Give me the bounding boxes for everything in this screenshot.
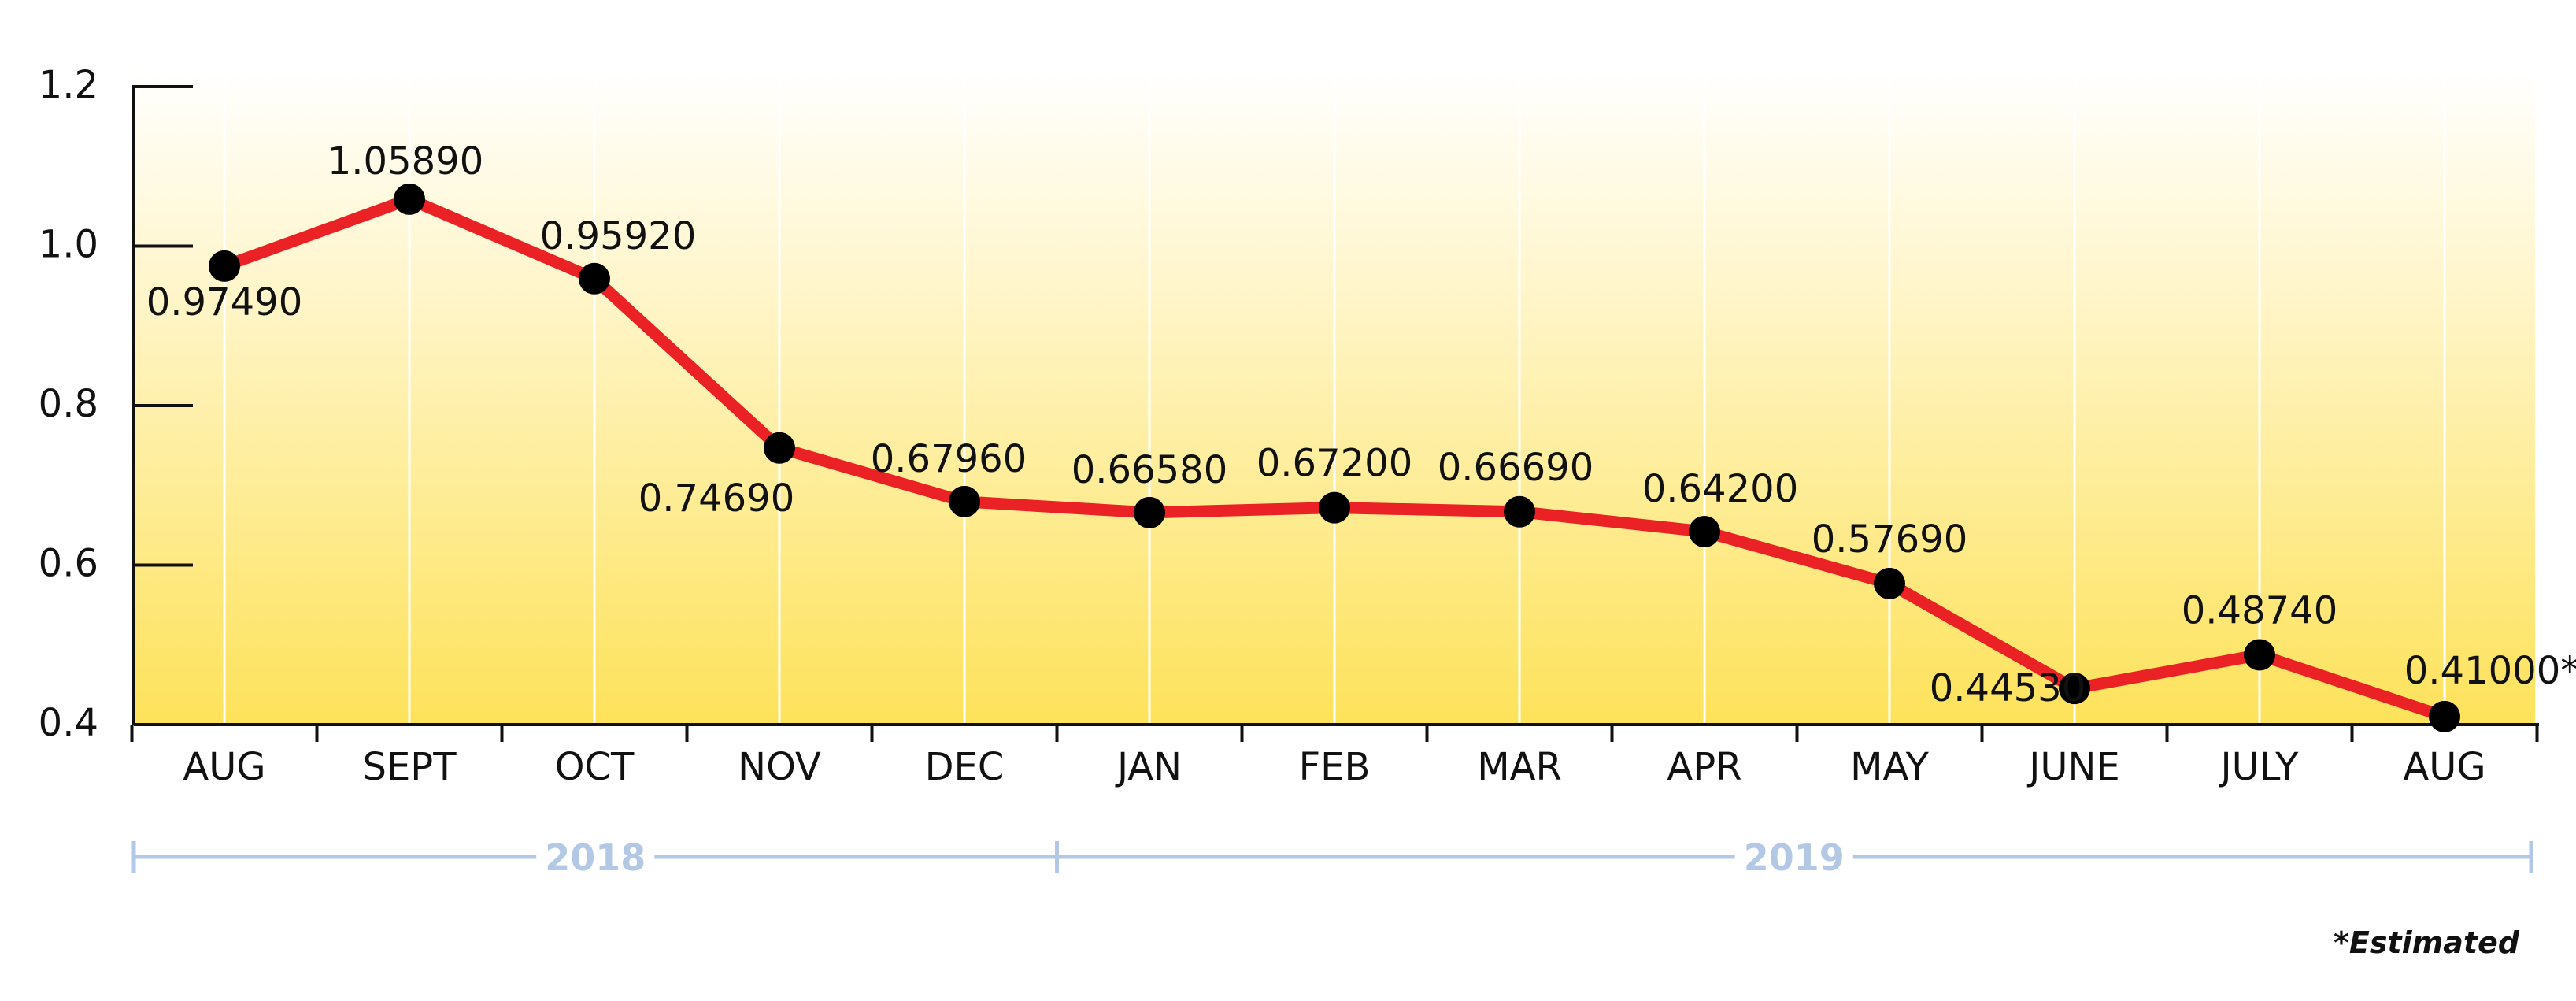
- year-axis: 2018 2019: [131, 832, 2533, 882]
- data-label: 0.95920: [540, 214, 697, 258]
- y-tick-label: 0.6: [39, 542, 98, 586]
- x-tick-label: JUNE: [2026, 745, 2120, 789]
- y-tick-label: 1.0: [39, 223, 98, 267]
- data-label: 0.67200: [1257, 442, 1413, 486]
- data-point: [1504, 495, 1535, 528]
- x-tick-label: DEC: [925, 745, 1005, 789]
- data-label: 0.97490: [146, 280, 303, 324]
- data-label: 0.57690: [1812, 517, 1968, 562]
- data-label: 0.48740: [2182, 589, 2338, 633]
- grid-layer: [223, 69, 2446, 725]
- x-tick-label: SEPT: [362, 745, 457, 789]
- year-label: 2019: [1744, 836, 1845, 879]
- data-point: [2429, 700, 2460, 732]
- data-label: 0.66580: [1071, 448, 1228, 492]
- year-label: 2018: [545, 836, 646, 879]
- data-point: [579, 262, 610, 295]
- data-label: 0.66690: [1438, 446, 1594, 490]
- y-tick-label: 0.4: [39, 701, 98, 745]
- x-tick-label: OCT: [555, 745, 635, 789]
- y-tick-label: 1.2: [39, 63, 98, 107]
- axes-layer: 0.4 0.6 0.8 1.0 1.2 AUG SEPT OCT NOV DEC JAN FEB MAR…: [39, 63, 2539, 789]
- x-tick-label: NOV: [738, 745, 821, 789]
- data-point: [949, 485, 980, 517]
- data-point: [1319, 491, 1350, 524]
- y-tick-label: 0.8: [39, 382, 98, 426]
- x-tick-label: MAY: [1850, 745, 1930, 789]
- data-label: 0.64200: [1642, 467, 1799, 511]
- data-point: [1134, 496, 1165, 528]
- data-point: [2244, 639, 2275, 671]
- data-point: [209, 250, 240, 282]
- x-tick-label: AUG: [183, 745, 265, 789]
- data-point: [2059, 673, 2090, 705]
- data-point: [1874, 567, 1905, 599]
- data-point: [394, 183, 425, 215]
- data-label: 0.41000*: [2404, 649, 2576, 693]
- labels-layer: 0.97490 1.05890 0.95920 0.74690 0.67960 0.665…: [146, 139, 2576, 710]
- data-label: 0.74690: [638, 476, 795, 521]
- x-tick-label: MAR: [1477, 745, 1562, 789]
- data-label: 0.67960: [871, 437, 1027, 481]
- series-layer: [209, 183, 2460, 732]
- x-tick-label: JULY: [2219, 745, 2300, 789]
- data-label: 1.05890: [328, 139, 484, 184]
- x-tick-label: JAN: [1115, 745, 1182, 789]
- footnote: *Estimated: [2334, 925, 2520, 960]
- year-label-bg: [536, 832, 655, 882]
- x-tick-label: APR: [1667, 745, 1741, 789]
- x-tick-label: AUG: [2403, 745, 2485, 789]
- data-point: [764, 432, 795, 464]
- data-label: 0.44530: [1930, 666, 2086, 710]
- data-point: [1689, 515, 1720, 547]
- x-tick-label: FEB: [1299, 745, 1371, 789]
- year-label-bg: [1734, 832, 1853, 882]
